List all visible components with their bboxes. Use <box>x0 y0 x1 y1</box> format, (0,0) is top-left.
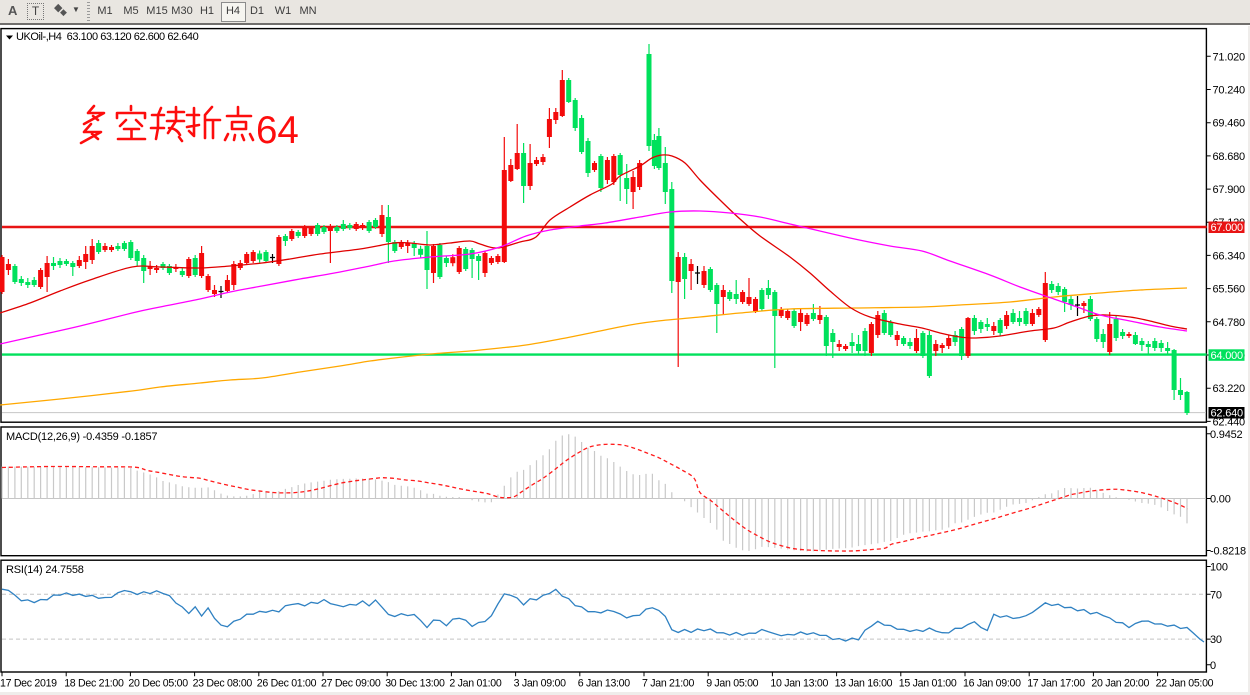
svg-text:22 Jan 05:00: 22 Jan 05:00 <box>1156 678 1214 690</box>
svg-text:0: 0 <box>1210 660 1216 672</box>
svg-text:30 Dec 13:00: 30 Dec 13:00 <box>385 678 445 690</box>
svg-text:13 Jan 16:00: 13 Jan 16:00 <box>835 678 893 690</box>
svg-text:17 Dec 2019: 17 Dec 2019 <box>0 678 57 690</box>
svg-text:15 Jan 01:00: 15 Jan 01:00 <box>899 678 957 690</box>
svg-text:70.240: 70.240 <box>1213 85 1246 97</box>
svg-text:0.9452: 0.9452 <box>1210 429 1243 441</box>
svg-text:23 Dec 08:00: 23 Dec 08:00 <box>193 678 253 690</box>
svg-text:20 Dec 05:00: 20 Dec 05:00 <box>128 678 188 690</box>
svg-text:UKOil-,H4 63.100 63.120 62.60: UKOil-,H4 63.100 63.120 62.600 62.640 <box>16 31 199 43</box>
svg-text:67.000: 67.000 <box>1211 222 1244 234</box>
svg-text:66.340: 66.340 <box>1213 250 1246 262</box>
svg-text:20 Jan 20:00: 20 Jan 20:00 <box>1091 678 1149 690</box>
svg-text:-0.8218: -0.8218 <box>1210 546 1246 558</box>
svg-text:7 Jan 21:00: 7 Jan 21:00 <box>642 678 694 690</box>
svg-text:62.440: 62.440 <box>1213 416 1246 428</box>
svg-text:100: 100 <box>1210 562 1228 574</box>
svg-text:MACD(12,26,9) -0.4359 -0.1857: MACD(12,26,9) -0.4359 -0.1857 <box>6 431 157 443</box>
svg-text:69.460: 69.460 <box>1213 118 1246 130</box>
svg-text:63.220: 63.220 <box>1213 383 1246 395</box>
svg-text:62.640: 62.640 <box>1211 408 1244 420</box>
svg-text:30: 30 <box>1210 634 1222 646</box>
svg-text:16 Jan 09:00: 16 Jan 09:00 <box>963 678 1021 690</box>
svg-text:9 Jan 05:00: 9 Jan 05:00 <box>706 678 758 690</box>
svg-text:67.900: 67.900 <box>1213 184 1246 196</box>
svg-text:64.000: 64.000 <box>1211 350 1244 362</box>
svg-text:27 Dec 09:00: 27 Dec 09:00 <box>321 678 381 690</box>
svg-text:71.020: 71.020 <box>1213 51 1246 63</box>
svg-text:65.560: 65.560 <box>1213 284 1246 296</box>
svg-text:70: 70 <box>1210 589 1222 601</box>
svg-text:68.680: 68.680 <box>1213 151 1246 163</box>
svg-text:64: 64 <box>256 109 299 152</box>
svg-text:6 Jan 13:00: 6 Jan 13:00 <box>578 678 630 690</box>
svg-text:64.780: 64.780 <box>1213 317 1246 329</box>
svg-text:3 Jan 09:00: 3 Jan 09:00 <box>514 678 566 690</box>
svg-text:10 Jan 13:00: 10 Jan 13:00 <box>770 678 828 690</box>
svg-text:0.00: 0.00 <box>1210 494 1231 506</box>
svg-text:RSI(14) 24.7558: RSI(14) 24.7558 <box>6 564 84 576</box>
svg-text:17 Jan 17:00: 17 Jan 17:00 <box>1027 678 1085 690</box>
svg-text:2 Jan 01:00: 2 Jan 01:00 <box>449 678 501 690</box>
svg-text:26 Dec 01:00: 26 Dec 01:00 <box>257 678 317 690</box>
svg-text:18 Dec 21:00: 18 Dec 21:00 <box>64 678 124 690</box>
